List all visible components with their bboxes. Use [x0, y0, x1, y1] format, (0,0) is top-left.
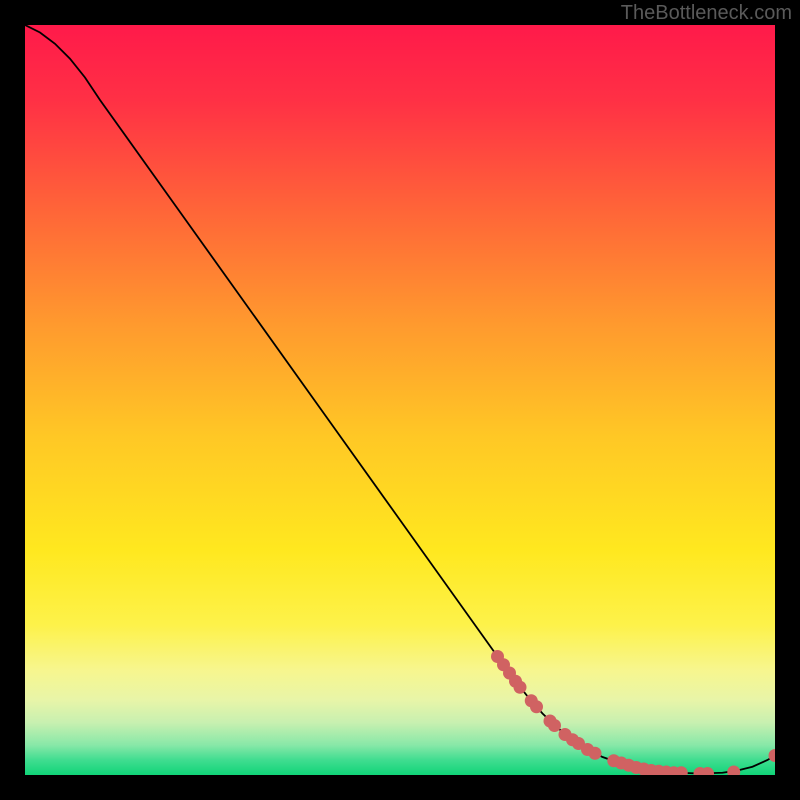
- data-marker: [530, 700, 543, 713]
- chart-container: [25, 25, 775, 775]
- data-marker: [589, 747, 602, 760]
- bottleneck-chart: [25, 25, 775, 775]
- data-marker: [548, 719, 561, 732]
- data-marker: [514, 681, 527, 694]
- chart-background: [25, 25, 775, 775]
- watermark-text: TheBottleneck.com: [621, 2, 792, 25]
